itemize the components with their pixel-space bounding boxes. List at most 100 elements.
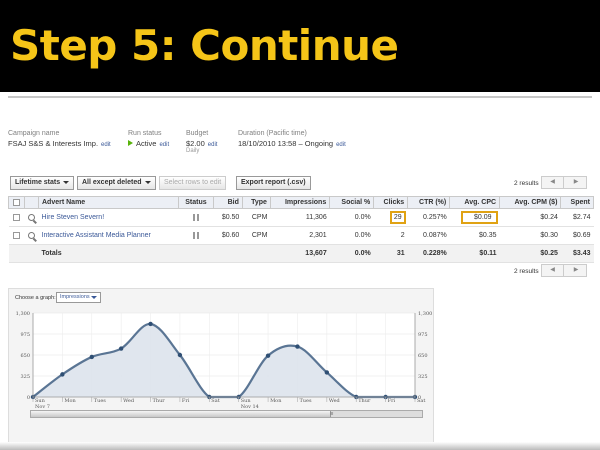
run-status-block: Run status Active edit	[128, 130, 169, 148]
data-point	[60, 372, 65, 377]
run-status-edit-link[interactable]: edit	[159, 142, 170, 148]
ctr-cell: 0.257%	[407, 208, 450, 227]
col-social[interactable]: Social %	[329, 196, 375, 209]
col-avg-cpm[interactable]: Avg. CPM ($)	[499, 196, 562, 209]
x-tick-label: Fri	[388, 398, 396, 404]
select-rows-button[interactable]: Select rows to edit	[159, 176, 227, 190]
totals-cpm: $0.25	[499, 244, 561, 263]
pager: ◀ ▶	[541, 176, 587, 189]
prev-page-icon[interactable]: ◀	[542, 177, 564, 188]
x-tick-label: Mon	[64, 398, 76, 404]
spent-cell: $2.74	[560, 208, 594, 227]
row-checkbox[interactable]	[8, 208, 25, 227]
y-tick-label-left: 975	[20, 332, 30, 338]
x-tick-label: Sun	[35, 398, 46, 404]
pager-bottom: ◀ ▶	[541, 264, 587, 277]
impressions-cell: 2,301	[270, 226, 330, 245]
prev-page-icon[interactable]: ◀	[542, 265, 564, 276]
data-point	[324, 370, 330, 375]
data-point	[265, 353, 271, 358]
choose-graph-label: Choose a graph:	[15, 295, 56, 301]
row-checkbox[interactable]	[8, 226, 25, 245]
active-play-icon	[128, 140, 133, 146]
results-count-bottom: 2 results	[514, 268, 539, 275]
totals-spent: $3.43	[560, 244, 594, 263]
col-advert-name[interactable]: Advert Name	[38, 196, 179, 209]
area-fill	[33, 323, 415, 397]
col-status[interactable]: Status	[178, 196, 214, 209]
scroll-grip-icon[interactable]: ≡	[330, 411, 334, 417]
data-point	[118, 346, 124, 351]
cpc-cell: $0.35	[449, 226, 500, 245]
totals-clicks: 31	[373, 244, 408, 263]
chevron-down-icon	[144, 180, 151, 184]
filter-dropdown[interactable]: All except deleted	[77, 176, 156, 190]
totals-social: 0.0%	[329, 244, 374, 263]
select-all-checkbox[interactable]	[8, 196, 25, 209]
next-page-icon[interactable]: ▶	[573, 267, 579, 273]
social-cell: 0.0%	[329, 226, 374, 245]
preview-icon[interactable]	[24, 226, 39, 245]
col-bid[interactable]: Bid	[212, 196, 243, 209]
pause-status-icon[interactable]	[178, 226, 214, 245]
data-point	[148, 321, 153, 327]
totals-row: Totals 13,607 0.0% 31 0.228% $0.11 $0.25…	[8, 244, 594, 263]
header-spacer	[24, 196, 39, 209]
campaign-name-label: Campaign name	[8, 130, 60, 137]
budget-edit-link[interactable]: edit	[207, 142, 218, 148]
col-clicks[interactable]: Clicks	[373, 196, 409, 209]
col-avg-cpc[interactable]: Avg. CPC	[449, 196, 501, 209]
bid-cell: $0.60	[213, 226, 243, 245]
pause-status-icon[interactable]	[178, 208, 214, 227]
export-report-button[interactable]: Export report (.csv)	[236, 176, 311, 190]
chart-scroll-thumb[interactable]	[31, 411, 331, 417]
y-tick-label-right: 650	[418, 353, 428, 359]
lifetime-stats-dropdown[interactable]: Lifetime stats	[10, 176, 75, 190]
bid-cell: $0.50	[213, 208, 243, 227]
x-tick-label: Tues	[94, 398, 107, 404]
table-row: Hire Steven Severn! $0.50 CPM 11,306 0.0…	[8, 208, 594, 227]
run-status-value: Active	[136, 139, 157, 148]
next-page-icon[interactable]: ▶	[573, 179, 579, 185]
graph-select-dropdown[interactable]: Impressions	[56, 292, 101, 303]
advert-name-link[interactable]: Hire Steven Severn!	[38, 208, 179, 227]
totals-impressions: 13,607	[270, 244, 330, 263]
x-tick-label: Fri	[182, 398, 190, 404]
social-cell: 0.0%	[329, 208, 374, 227]
campaign-name-edit-link[interactable]: edit	[101, 142, 111, 148]
col-ctr[interactable]: CTR (%)	[407, 196, 451, 209]
duration-label: Duration (Pacific time)	[238, 130, 307, 137]
preview-icon[interactable]	[24, 208, 39, 227]
campaign-name: FSAJ S&S & Interests Imp.	[8, 139, 99, 148]
budget-label: Budget	[186, 130, 209, 137]
y-tick-label-right: 0	[418, 395, 421, 401]
chart-scrollbar[interactable]: ≡	[30, 410, 423, 418]
x-tick-label: Tues	[299, 398, 312, 404]
duration-edit-link[interactable]: edit	[336, 142, 346, 148]
cpm-cell: $0.24	[499, 208, 561, 227]
col-spent[interactable]: Spent	[560, 196, 594, 209]
budget-value: $2.00	[186, 139, 205, 148]
impressions-cell: 11,306	[270, 208, 330, 227]
col-impressions[interactable]: Impressions	[269, 196, 331, 209]
col-type[interactable]: Type	[241, 196, 271, 209]
campaign-name-block: Campaign name FSAJ S&S & Interests Imp. e…	[8, 130, 111, 148]
totals-label: Totals	[38, 244, 179, 263]
clicks-cell: 2	[373, 226, 408, 245]
chevron-down-icon	[63, 180, 70, 184]
ctr-cell: 0.087%	[407, 226, 450, 245]
ads-table: Advert Name Status Bid Type Impressions …	[8, 196, 594, 263]
graph-panel: Choose a graph: Impressions 1,300 1,300 97…	[8, 288, 434, 444]
x-date-label: Nov 14	[241, 404, 259, 410]
table-row: Interactive Assistant Media Planner $0.6…	[8, 226, 594, 245]
results-count: 2 results	[514, 180, 539, 187]
data-point	[177, 352, 183, 358]
advert-name-link[interactable]: Interactive Assistant Media Planner	[38, 226, 179, 245]
x-tick-label: Wed	[123, 398, 135, 404]
type-cell: CPM	[242, 208, 271, 227]
divider	[8, 96, 592, 98]
type-cell: CPM	[242, 226, 271, 245]
x-tick-label: Wed	[329, 398, 341, 404]
budget-block: Budget $2.00 edit Daily	[186, 130, 217, 154]
data-point	[89, 354, 94, 360]
